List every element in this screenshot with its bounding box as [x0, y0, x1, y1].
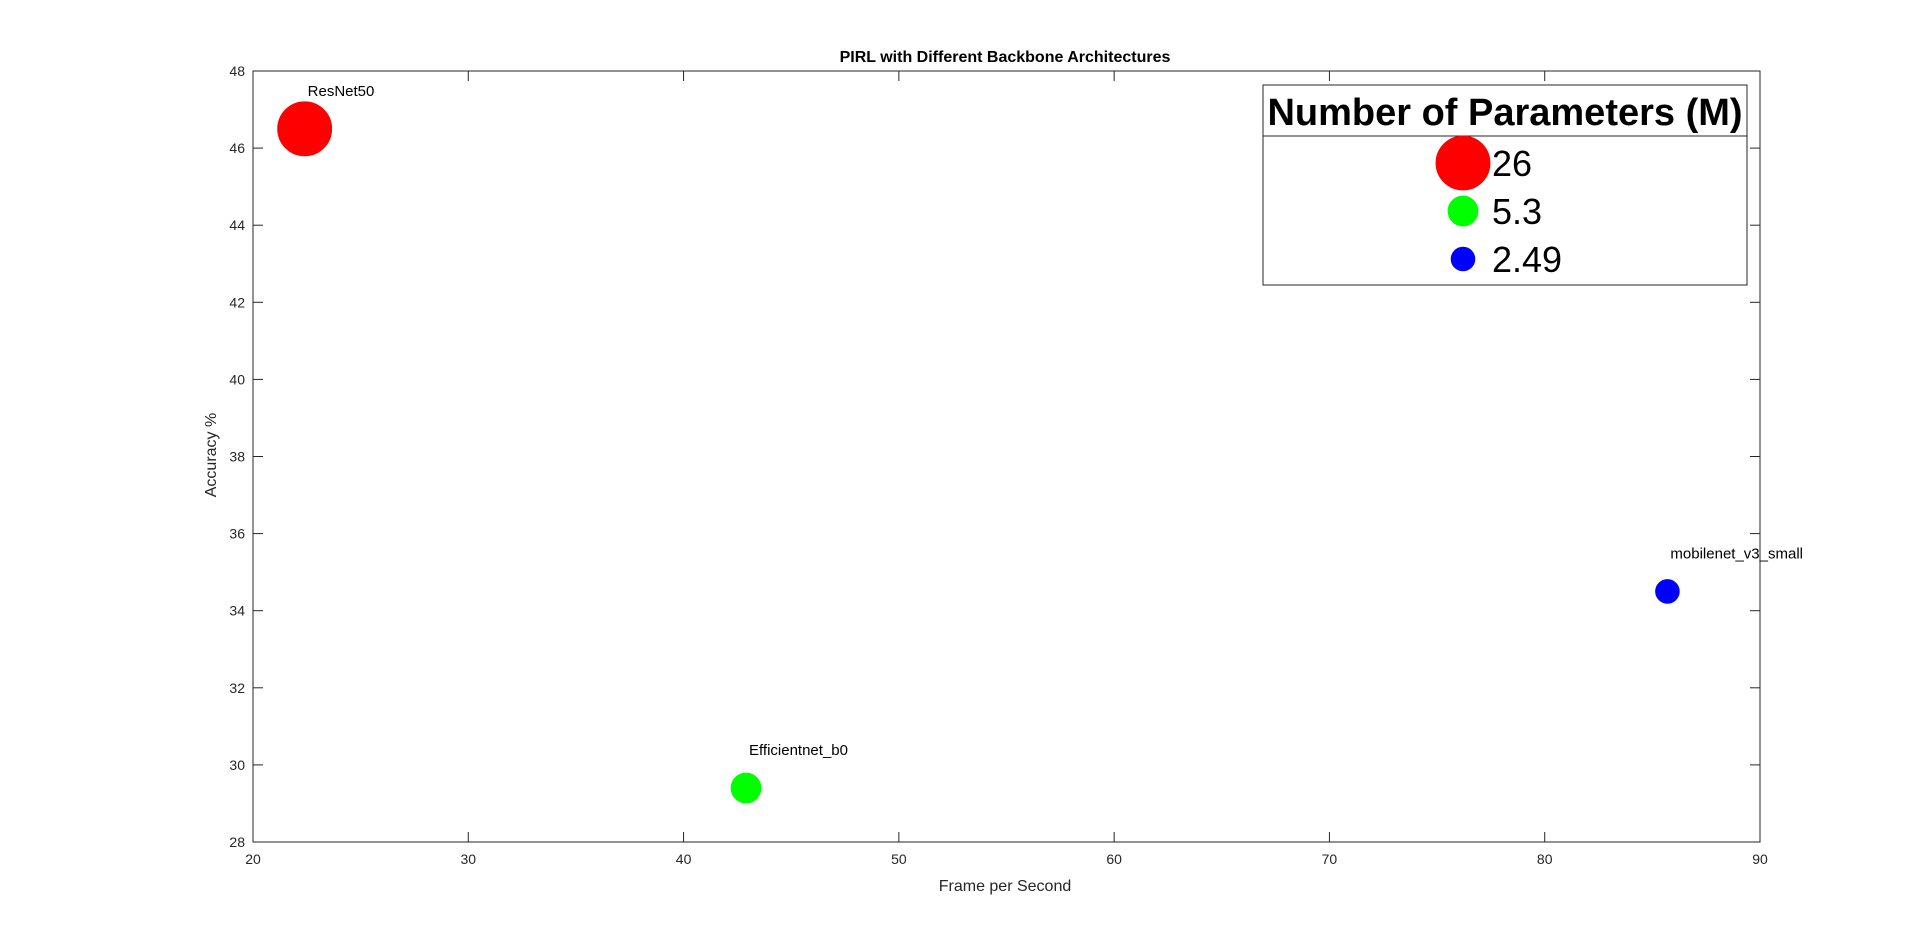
legend-entry-label: 26 [1492, 143, 1532, 184]
x-tick-label: 70 [1322, 851, 1338, 867]
legend: Number of Parameters (M) 26 5.3 2.49 [1262, 84, 1748, 286]
x-tick-label: 60 [1106, 851, 1122, 867]
y-tick-label: 38 [229, 449, 245, 465]
y-tick-label: 34 [229, 603, 245, 619]
x-tick-label: 40 [676, 851, 692, 867]
legend-box [1262, 84, 1748, 286]
y-tick-label: 48 [229, 63, 245, 79]
legend-title: Number of Parameters (M) [1267, 92, 1742, 134]
data-point-label: Efficientnet_b0 [749, 742, 848, 759]
x-tick-label: 30 [460, 851, 476, 867]
y-axis-label: Accuracy % [203, 413, 220, 497]
y-tick-label: 46 [229, 140, 245, 156]
legend-marker [1435, 135, 1491, 191]
x-axis-label: Frame per Second [939, 878, 1072, 895]
x-tick-label: 20 [245, 851, 261, 867]
y-tick-label: 40 [229, 371, 245, 387]
x-tick-label: 50 [891, 851, 907, 867]
legend-entry-label: 5.3 [1492, 191, 1542, 232]
data-point [1655, 579, 1680, 604]
legend-marker [1447, 195, 1479, 227]
data-point-label: mobilenet_v3_small [1670, 545, 1803, 562]
y-tick-label: 36 [229, 526, 245, 542]
y-tick-label: 28 [229, 834, 245, 850]
y-tick-label: 44 [229, 217, 245, 233]
data-point-label: ResNet50 [308, 83, 375, 100]
x-tick-label: 80 [1537, 851, 1553, 867]
data-point [277, 101, 333, 157]
data-point [730, 772, 762, 804]
y-tick-label: 32 [229, 680, 245, 696]
axes: 20 30 40 50 60 70 80 90 28 30 32 34 36 38 40 42 44 46 48 [229, 63, 1768, 867]
x-tick-label: 90 [1752, 851, 1768, 867]
data-points: ResNet50 Efficientnet_b0 mobilenet_v3_smal… [277, 83, 1803, 804]
legend-entry-label: 2.49 [1492, 239, 1562, 280]
chart-title: PIRL with Different Backbone Architectur… [840, 49, 1171, 66]
legend-marker [1450, 246, 1476, 272]
y-tick-label: 42 [229, 294, 245, 310]
y-tick-label: 30 [229, 757, 245, 773]
